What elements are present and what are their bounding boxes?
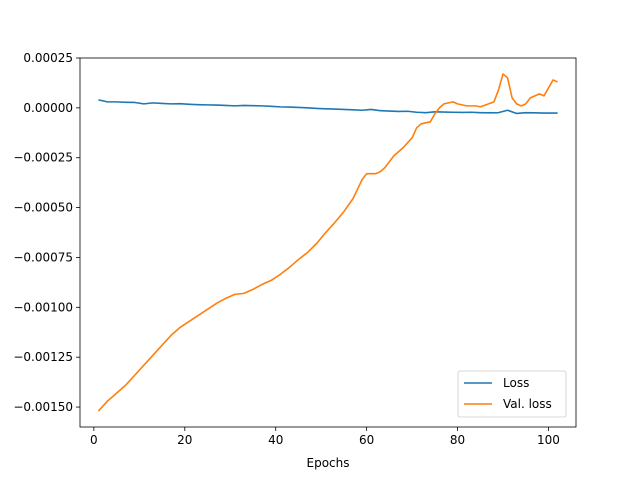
y-tick-label: −0.00075: [13, 250, 73, 264]
x-tick-label: 40: [268, 433, 283, 447]
y-tick-label: −0.00100: [13, 300, 73, 314]
y-tick-label: 0.00025: [23, 51, 73, 65]
x-axis-ticks: 0 20 40 60 80 100: [90, 427, 560, 447]
legend-label-1: Val. loss: [503, 397, 552, 411]
axes-frame: [79, 57, 577, 428]
x-tick-label: 20: [177, 433, 192, 447]
x-tick-label: 60: [359, 433, 374, 447]
legend: Loss Val. loss: [457, 370, 567, 418]
y-tick-label: −0.00150: [13, 400, 73, 414]
y-tick-label: −0.00125: [13, 350, 73, 364]
y-tick-label: −0.00025: [13, 151, 73, 165]
series-line-0: [98, 99, 558, 115]
x-tick-label: 0: [90, 433, 98, 447]
plot-lines: [97, 73, 558, 412]
series-line-1: [97, 73, 558, 412]
x-tick-label: 100: [537, 433, 560, 447]
legend-label-0: Loss: [503, 376, 529, 390]
y-tick-label: −0.00050: [13, 201, 73, 215]
y-axis-ticks: 0.00025 0.00000 −0.00025 −0.00050 −0.00075 −0…: [13, 51, 80, 414]
x-axis-label: Epochs: [307, 456, 350, 470]
y-tick-label: 0.00000: [23, 101, 73, 115]
x-tick-label: 80: [450, 433, 465, 447]
